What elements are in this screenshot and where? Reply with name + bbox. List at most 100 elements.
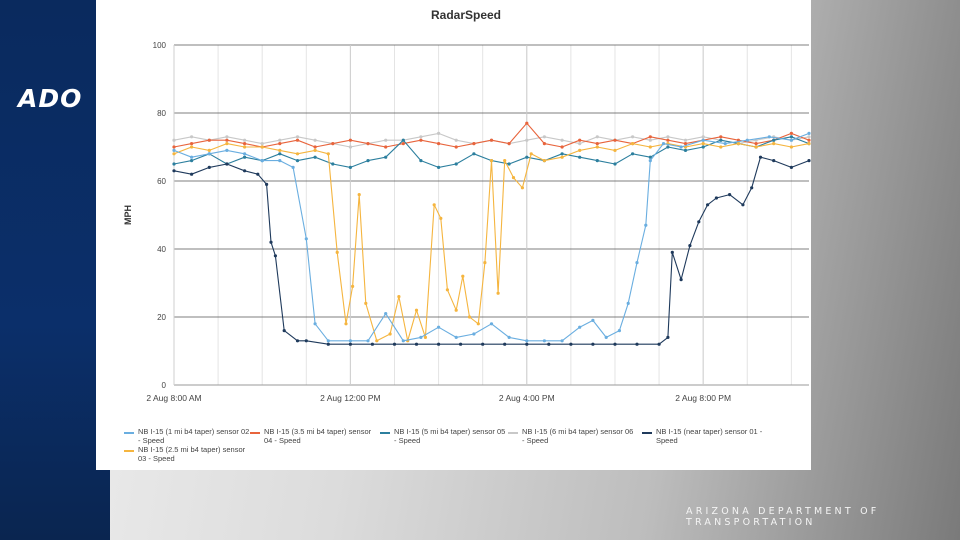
data-point xyxy=(419,138,423,142)
data-point xyxy=(414,308,419,312)
data-point xyxy=(348,138,352,142)
data-point xyxy=(578,155,582,159)
data-point xyxy=(542,142,546,146)
data-point xyxy=(461,274,465,278)
x-tick-label: 2 Aug 8:00 AM xyxy=(146,393,201,403)
data-point xyxy=(683,138,688,142)
chart-panel: RadarSpeed MPH 0 20 40 60 80 100 2 Aug 8:00 AM… xyxy=(96,0,811,470)
data-point xyxy=(648,159,652,163)
legend-swatch xyxy=(124,450,134,452)
data-point xyxy=(423,335,427,339)
data-point xyxy=(401,142,405,146)
data-point xyxy=(657,342,661,346)
data-point xyxy=(454,162,458,166)
data-point xyxy=(384,155,388,159)
legend-item[interactable]: NB I-15 (5 mi b4 taper) sensor 05 - Spee… xyxy=(380,427,508,445)
data-point xyxy=(719,135,723,139)
data-point xyxy=(172,138,176,142)
data-point xyxy=(439,216,443,220)
data-point xyxy=(807,135,811,139)
data-point xyxy=(666,138,670,142)
data-point xyxy=(789,131,794,135)
left-brand-band xyxy=(0,0,110,540)
data-point xyxy=(529,152,533,156)
data-point xyxy=(503,342,507,346)
data-point xyxy=(807,138,811,142)
data-point xyxy=(348,165,352,169)
data-point xyxy=(401,138,405,142)
data-point xyxy=(454,138,458,142)
data-point xyxy=(256,172,260,176)
series-line xyxy=(173,132,810,342)
data-point xyxy=(807,159,811,163)
y-tick-label: 0 xyxy=(162,381,167,390)
data-point xyxy=(666,335,670,339)
data-point xyxy=(190,172,194,176)
data-point xyxy=(445,288,449,292)
data-point xyxy=(648,138,652,142)
data-point xyxy=(648,135,652,139)
data-point xyxy=(520,186,524,190)
data-point xyxy=(758,155,763,159)
data-point xyxy=(265,182,269,186)
data-point xyxy=(313,322,317,326)
y-tick-label: 100 xyxy=(153,41,167,50)
data-point xyxy=(278,138,282,142)
legend-swatch xyxy=(508,432,518,434)
data-point xyxy=(750,186,754,190)
data-point xyxy=(807,142,811,146)
footer-text: ARIZONA DEPARTMENT OF TRANSPORTATION xyxy=(686,506,880,528)
data-point xyxy=(644,223,648,227)
data-point xyxy=(366,159,370,163)
data-point xyxy=(313,155,317,159)
data-point xyxy=(525,155,529,159)
data-point xyxy=(260,142,264,146)
data-point xyxy=(348,145,352,149)
data-point xyxy=(578,138,582,142)
data-point xyxy=(190,159,194,163)
data-point xyxy=(701,145,705,149)
data-point xyxy=(260,145,264,149)
y-tick-label: 40 xyxy=(157,245,166,254)
data-point xyxy=(304,339,308,343)
data-point xyxy=(295,152,300,156)
data-point xyxy=(313,145,317,149)
data-point xyxy=(595,159,599,163)
data-point xyxy=(437,142,441,146)
data-point xyxy=(384,312,388,316)
data-point xyxy=(542,339,546,343)
data-point xyxy=(789,165,794,169)
data-point xyxy=(472,152,476,156)
legend-item[interactable]: NB I-15 (6 mi b4 taper) sensor 06 - Spee… xyxy=(508,427,636,445)
data-point xyxy=(348,342,352,346)
data-point xyxy=(172,145,176,149)
y-tick-label: 80 xyxy=(157,109,166,118)
legend-label: NB I-15 (2.5 mi b4 taper) sensor 03 - Sp… xyxy=(138,445,246,463)
data-point xyxy=(481,342,485,346)
data-point xyxy=(631,135,635,139)
data-point xyxy=(454,145,458,149)
data-point xyxy=(745,138,749,142)
data-point xyxy=(701,135,705,139)
data-point xyxy=(472,332,476,336)
data-point xyxy=(489,159,494,163)
legend-item[interactable]: NB I-15 (near taper) sensor 01 - Speed xyxy=(642,427,770,445)
data-point xyxy=(688,244,692,248)
data-point xyxy=(295,159,300,163)
legend-swatch xyxy=(250,432,260,434)
data-point xyxy=(364,301,368,305)
data-point xyxy=(278,159,282,163)
data-point xyxy=(754,145,758,149)
legend-item[interactable]: NB I-15 (3.5 mi b4 taper) sensor 04 - Sp… xyxy=(250,427,378,445)
data-point xyxy=(626,301,630,305)
data-point xyxy=(454,308,458,312)
data-point xyxy=(172,148,176,152)
data-point xyxy=(767,135,771,139)
legend-item[interactable]: NB I-15 (1 mi b4 taper) sensor 02 - Spee… xyxy=(124,427,252,445)
legend-item[interactable]: NB I-15 (2.5 mi b4 taper) sensor 03 - Sp… xyxy=(124,445,252,463)
chart-legend: NB I-15 (1 mi b4 taper) sensor 02 - Spee… xyxy=(124,427,804,468)
data-point xyxy=(679,145,683,149)
data-point xyxy=(604,335,608,339)
data-point xyxy=(370,342,374,346)
data-point xyxy=(789,138,794,142)
